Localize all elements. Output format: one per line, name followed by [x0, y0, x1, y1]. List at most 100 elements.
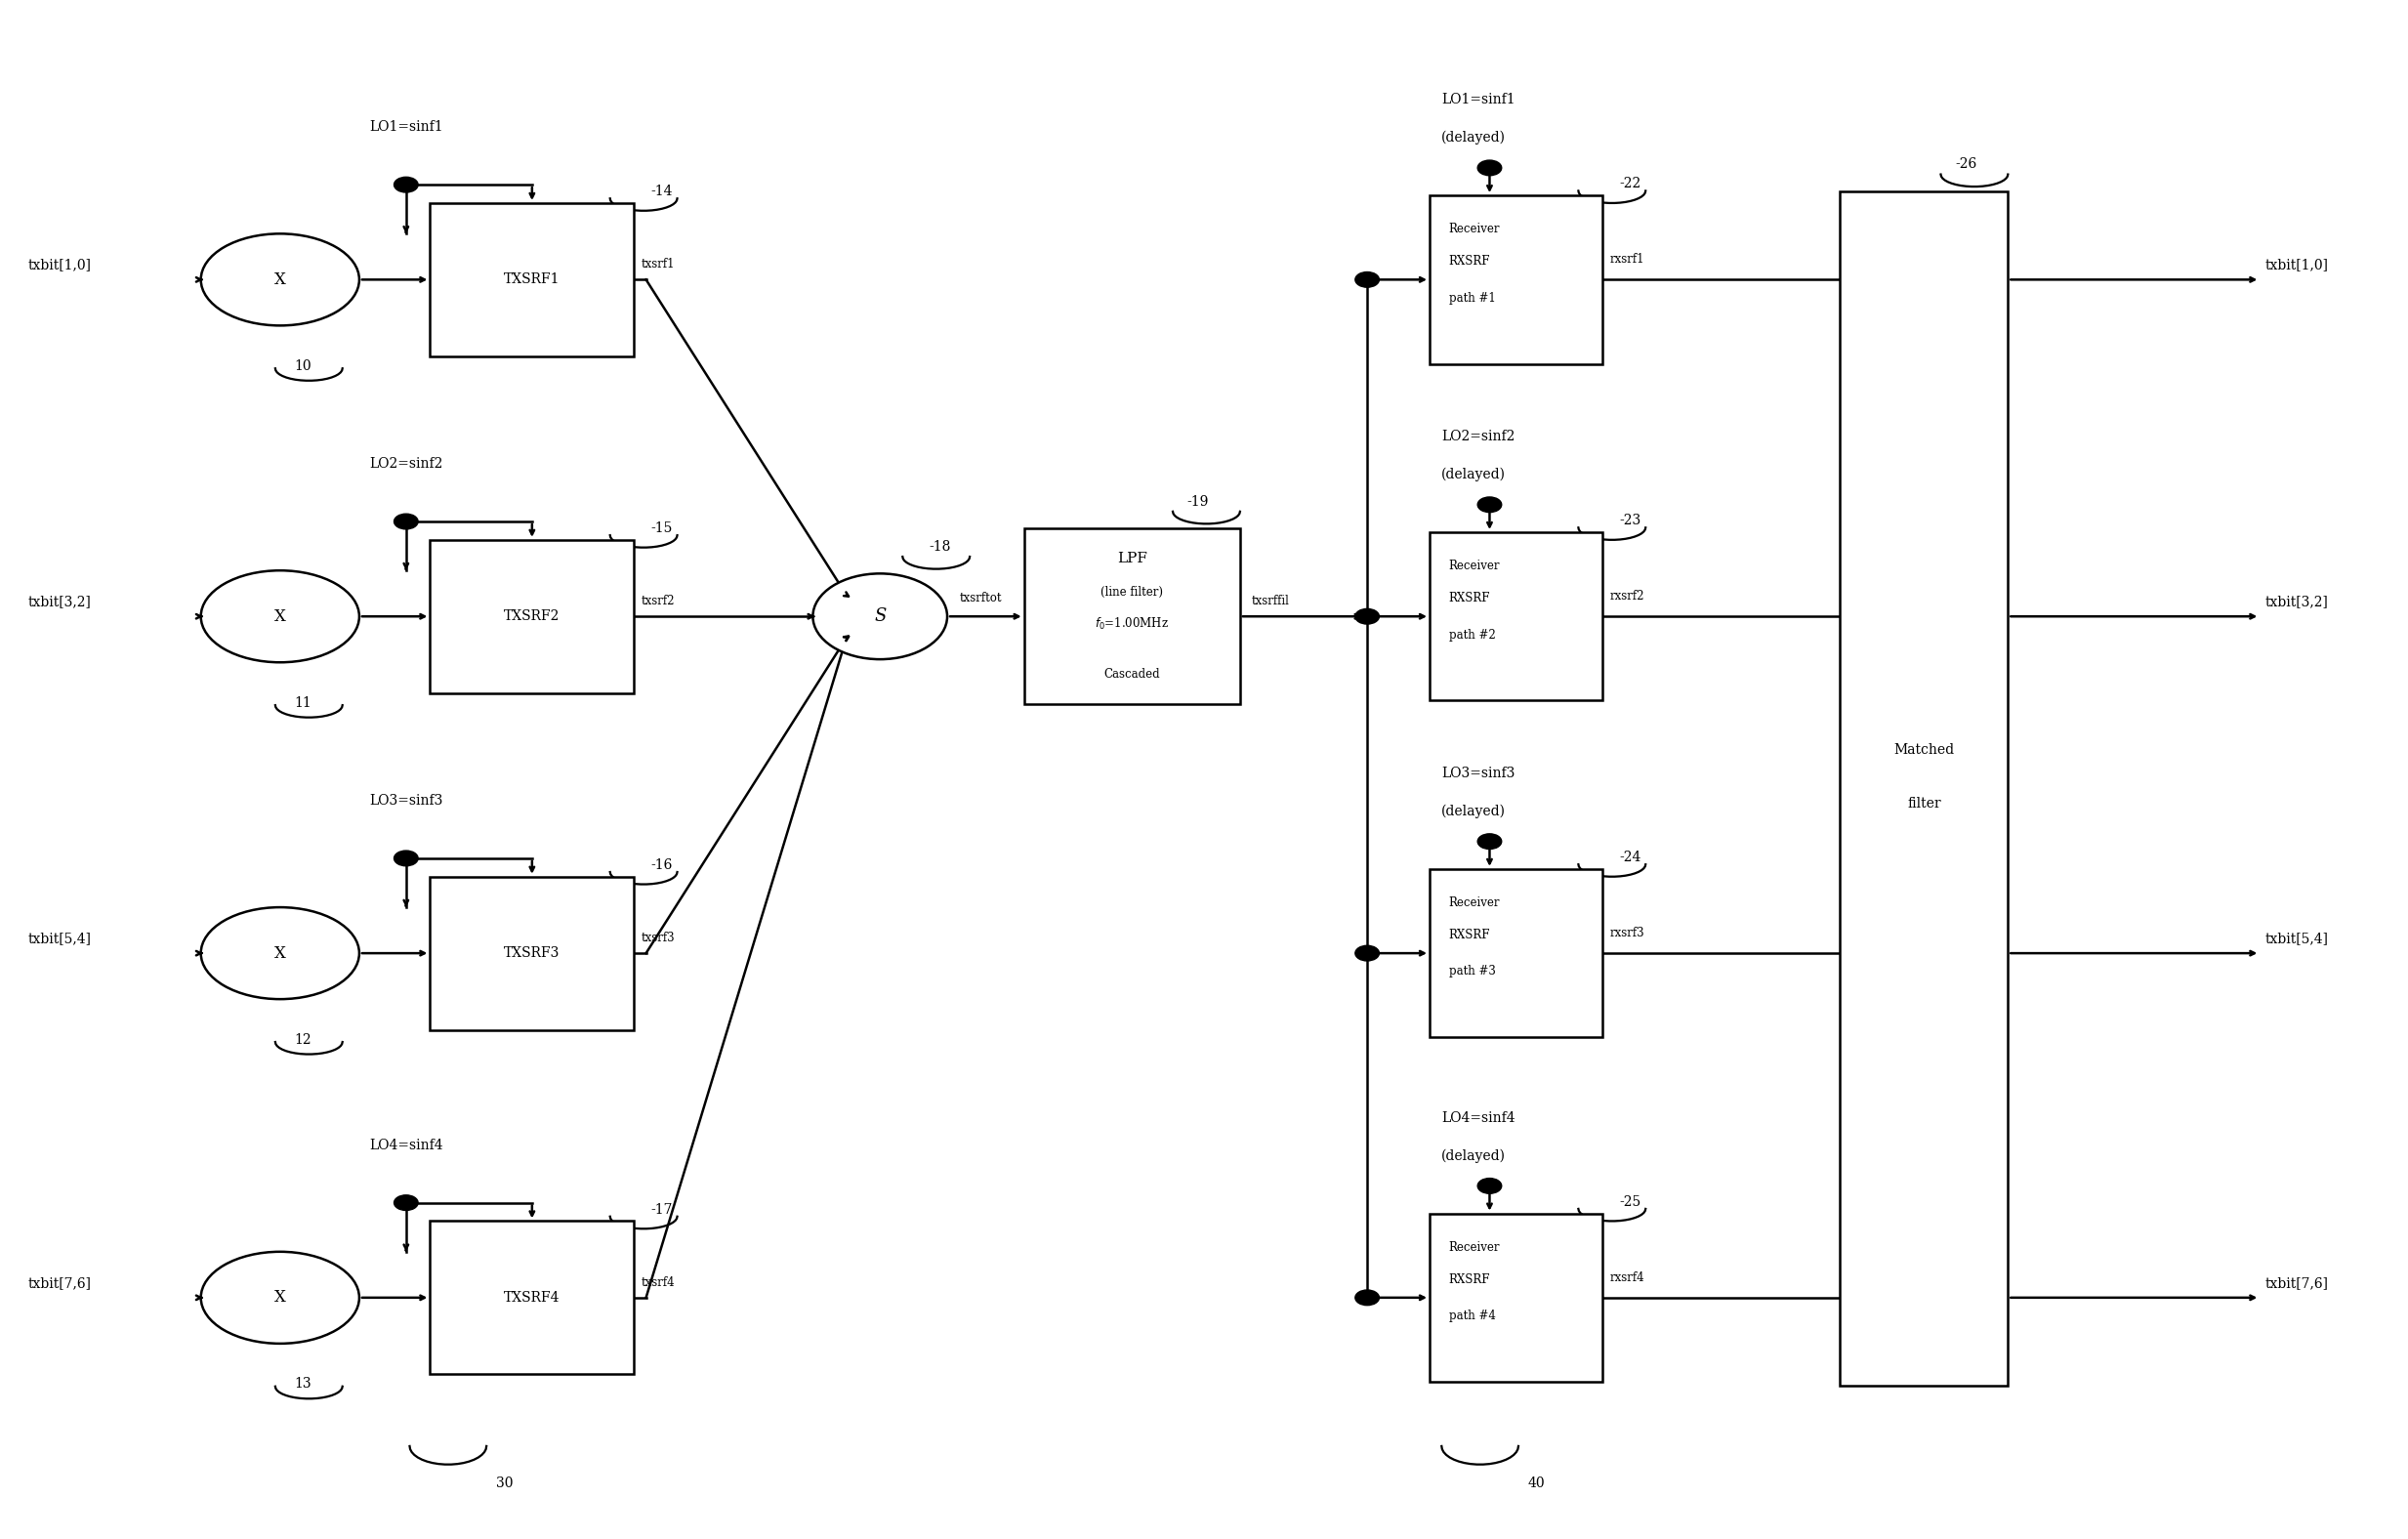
Text: rxsrf4: rxsrf4	[1609, 1271, 1645, 1284]
Text: -16: -16	[650, 859, 672, 873]
Text: Matched: Matched	[1893, 743, 1955, 757]
Text: txsrf4: txsrf4	[641, 1276, 674, 1288]
Text: Receiver: Receiver	[1450, 560, 1500, 573]
Text: path #4: path #4	[1450, 1310, 1495, 1322]
Text: txbit[1,0]: txbit[1,0]	[29, 259, 92, 272]
Text: -19: -19	[1187, 496, 1209, 508]
Text: LO2=sinf2: LO2=sinf2	[1442, 429, 1515, 443]
Circle shape	[1479, 160, 1503, 175]
Text: S: S	[874, 608, 886, 625]
Text: (delayed): (delayed)	[1442, 131, 1505, 145]
Text: -25: -25	[1618, 1196, 1640, 1208]
Text: LO2=sinf2: LO2=sinf2	[368, 457, 443, 471]
Text: LO1=sinf1: LO1=sinf1	[1442, 92, 1515, 106]
Text: LO1=sinf1: LO1=sinf1	[368, 120, 443, 134]
Ellipse shape	[200, 571, 359, 662]
Text: (delayed): (delayed)	[1442, 1150, 1505, 1163]
Text: LO4=sinf4: LO4=sinf4	[368, 1139, 443, 1153]
Text: -17: -17	[650, 1203, 672, 1216]
Text: rxsrf1: rxsrf1	[1609, 252, 1645, 266]
FancyBboxPatch shape	[431, 540, 633, 693]
Circle shape	[1479, 1179, 1503, 1194]
Text: -23: -23	[1618, 514, 1640, 528]
Text: (delayed): (delayed)	[1442, 468, 1505, 482]
Text: txbit[5,4]: txbit[5,4]	[2266, 933, 2329, 945]
Circle shape	[395, 1196, 419, 1210]
Text: -14: -14	[650, 185, 672, 199]
Text: txbit[1,0]: txbit[1,0]	[2266, 259, 2329, 272]
Text: X: X	[275, 1290, 287, 1307]
Text: -18: -18	[929, 540, 951, 554]
FancyBboxPatch shape	[431, 1220, 633, 1374]
Text: -22: -22	[1618, 177, 1640, 191]
Text: filter: filter	[1907, 797, 1941, 811]
Text: 40: 40	[1529, 1477, 1546, 1490]
Ellipse shape	[200, 1251, 359, 1344]
Circle shape	[395, 177, 419, 192]
Text: Receiver: Receiver	[1450, 896, 1500, 910]
Text: txsrf2: txsrf2	[641, 594, 674, 608]
Text: path #1: path #1	[1450, 292, 1495, 305]
Text: 10: 10	[294, 359, 311, 372]
Text: LO4=sinf4: LO4=sinf4	[1442, 1111, 1515, 1125]
Text: txsrftot: txsrftot	[958, 591, 1002, 605]
Text: txbit[3,2]: txbit[3,2]	[2266, 596, 2329, 609]
Text: 30: 30	[496, 1477, 513, 1490]
Text: RXSRF: RXSRF	[1450, 1273, 1491, 1285]
Circle shape	[814, 574, 946, 659]
Text: Receiver: Receiver	[1450, 1240, 1500, 1253]
Text: txsrf1: txsrf1	[641, 259, 674, 271]
Text: 13: 13	[294, 1377, 311, 1391]
Text: txbit[7,6]: txbit[7,6]	[29, 1276, 92, 1290]
Text: $f_0$=1.00MHz: $f_0$=1.00MHz	[1096, 616, 1168, 633]
FancyBboxPatch shape	[1430, 195, 1601, 363]
FancyBboxPatch shape	[431, 877, 633, 1030]
FancyBboxPatch shape	[431, 203, 633, 356]
Text: -15: -15	[650, 522, 672, 536]
FancyBboxPatch shape	[1840, 191, 2008, 1387]
Text: txsrf3: txsrf3	[641, 931, 674, 945]
Circle shape	[1479, 497, 1503, 512]
Text: X: X	[275, 608, 287, 625]
FancyBboxPatch shape	[1023, 528, 1240, 705]
FancyBboxPatch shape	[1430, 1213, 1601, 1382]
Text: (line filter): (line filter)	[1100, 586, 1163, 599]
Text: path #3: path #3	[1450, 965, 1495, 977]
Ellipse shape	[200, 908, 359, 999]
Text: (delayed): (delayed)	[1442, 805, 1505, 819]
Text: 11: 11	[294, 696, 311, 709]
Text: 12: 12	[294, 1033, 311, 1047]
Text: TXSRF2: TXSRF2	[503, 609, 561, 623]
Text: Receiver: Receiver	[1450, 223, 1500, 235]
Circle shape	[1356, 945, 1380, 960]
Text: LPF: LPF	[1117, 553, 1146, 566]
Text: -24: -24	[1618, 851, 1640, 865]
Text: X: X	[275, 945, 287, 962]
Text: TXSRF1: TXSRF1	[503, 272, 561, 286]
Text: RXSRF: RXSRF	[1450, 591, 1491, 605]
Circle shape	[1356, 272, 1380, 288]
Circle shape	[1479, 834, 1503, 850]
FancyBboxPatch shape	[1430, 532, 1601, 700]
Text: LO3=sinf3: LO3=sinf3	[1442, 766, 1515, 780]
Text: LO3=sinf3: LO3=sinf3	[368, 794, 443, 808]
Text: TXSRF4: TXSRF4	[503, 1291, 561, 1305]
Circle shape	[395, 851, 419, 866]
Text: txbit[5,4]: txbit[5,4]	[29, 933, 92, 945]
Circle shape	[395, 514, 419, 529]
Text: rxsrf2: rxsrf2	[1609, 589, 1645, 603]
Text: RXSRF: RXSRF	[1450, 928, 1491, 942]
Text: txbit[7,6]: txbit[7,6]	[2266, 1276, 2329, 1290]
Text: path #2: path #2	[1450, 628, 1495, 642]
Text: RXSRF: RXSRF	[1450, 255, 1491, 268]
Text: txbit[3,2]: txbit[3,2]	[29, 596, 92, 609]
Text: X: X	[275, 271, 287, 288]
Ellipse shape	[200, 234, 359, 326]
Text: -26: -26	[1955, 157, 1977, 171]
Circle shape	[1356, 609, 1380, 625]
FancyBboxPatch shape	[1430, 870, 1601, 1037]
Text: TXSRF3: TXSRF3	[503, 946, 561, 960]
Circle shape	[1356, 1290, 1380, 1305]
Text: rxsrf3: rxsrf3	[1609, 926, 1645, 939]
Text: txsrffil: txsrffil	[1252, 594, 1291, 608]
